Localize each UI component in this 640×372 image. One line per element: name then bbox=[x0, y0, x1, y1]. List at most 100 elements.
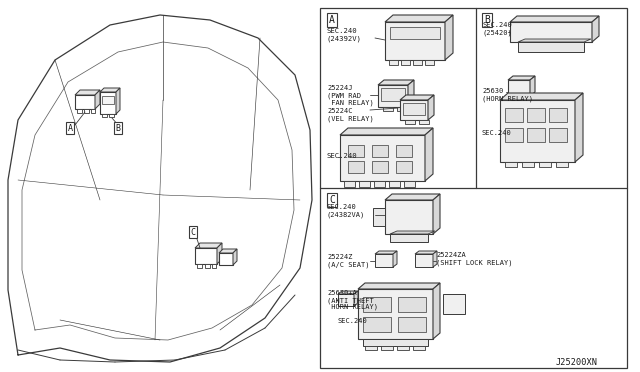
Text: B: B bbox=[484, 15, 490, 25]
Bar bbox=[75, 95, 95, 109]
Text: (ANTI THEFT: (ANTI THEFT bbox=[327, 297, 374, 304]
Bar bbox=[77, 109, 82, 113]
Text: 25224Z: 25224Z bbox=[327, 254, 353, 260]
Bar bbox=[398, 317, 426, 332]
Bar bbox=[389, 60, 398, 65]
Bar bbox=[378, 85, 408, 107]
Bar bbox=[415, 254, 433, 267]
Bar bbox=[396, 145, 412, 157]
Circle shape bbox=[445, 308, 449, 314]
Polygon shape bbox=[408, 80, 414, 107]
Polygon shape bbox=[425, 128, 433, 181]
Bar bbox=[527, 108, 545, 122]
Bar bbox=[374, 181, 385, 187]
Text: SEC.240: SEC.240 bbox=[327, 28, 358, 34]
Polygon shape bbox=[340, 128, 433, 135]
Bar bbox=[508, 80, 530, 96]
Bar bbox=[397, 107, 407, 111]
Bar bbox=[372, 161, 388, 173]
Bar bbox=[212, 264, 216, 268]
Bar bbox=[358, 289, 433, 339]
Text: (HORN RELAY): (HORN RELAY) bbox=[482, 95, 533, 102]
Bar bbox=[505, 108, 523, 122]
Polygon shape bbox=[592, 16, 599, 42]
Text: C: C bbox=[191, 228, 195, 237]
Polygon shape bbox=[508, 76, 535, 80]
Bar bbox=[84, 109, 89, 113]
Bar bbox=[389, 181, 400, 187]
Bar bbox=[381, 88, 405, 101]
Bar bbox=[100, 92, 116, 114]
Bar bbox=[443, 294, 465, 314]
Text: (25420): (25420) bbox=[483, 29, 513, 35]
Bar bbox=[505, 162, 517, 167]
Polygon shape bbox=[390, 231, 435, 234]
Text: C: C bbox=[329, 195, 335, 205]
Bar bbox=[425, 60, 434, 65]
Bar bbox=[398, 297, 426, 312]
Circle shape bbox=[445, 296, 449, 301]
Polygon shape bbox=[400, 95, 434, 100]
Polygon shape bbox=[385, 15, 453, 22]
Bar bbox=[205, 264, 210, 268]
Text: SEC.240: SEC.240 bbox=[338, 318, 368, 324]
Text: A: A bbox=[329, 15, 335, 25]
Bar bbox=[195, 248, 217, 264]
Bar bbox=[91, 109, 95, 113]
Bar bbox=[549, 108, 567, 122]
Text: HORN RELAY): HORN RELAY) bbox=[327, 304, 378, 311]
Bar bbox=[413, 346, 425, 350]
Polygon shape bbox=[116, 88, 120, 114]
Polygon shape bbox=[378, 80, 414, 85]
Polygon shape bbox=[217, 243, 222, 264]
Bar bbox=[518, 42, 584, 52]
Polygon shape bbox=[100, 88, 120, 92]
Polygon shape bbox=[445, 15, 453, 60]
Polygon shape bbox=[415, 251, 437, 254]
Polygon shape bbox=[433, 251, 437, 267]
Bar bbox=[102, 114, 107, 117]
Bar bbox=[340, 135, 425, 181]
Bar bbox=[396, 161, 412, 173]
Bar bbox=[359, 181, 370, 187]
Bar bbox=[390, 27, 440, 39]
Bar bbox=[373, 208, 385, 226]
Bar bbox=[219, 253, 233, 265]
Bar bbox=[348, 161, 364, 173]
Polygon shape bbox=[358, 283, 440, 289]
Polygon shape bbox=[354, 291, 358, 306]
Polygon shape bbox=[510, 16, 599, 22]
Bar bbox=[404, 181, 415, 187]
Bar bbox=[403, 103, 425, 115]
Bar bbox=[383, 107, 393, 111]
Polygon shape bbox=[219, 249, 237, 253]
Polygon shape bbox=[375, 251, 397, 254]
Bar bbox=[365, 346, 377, 350]
Bar bbox=[405, 120, 415, 124]
Text: 25224C: 25224C bbox=[327, 108, 353, 114]
Polygon shape bbox=[428, 95, 434, 120]
Bar bbox=[338, 294, 354, 306]
Bar bbox=[385, 22, 445, 60]
Text: FAN RELAY): FAN RELAY) bbox=[327, 99, 374, 106]
Polygon shape bbox=[95, 90, 100, 109]
Bar bbox=[397, 346, 409, 350]
Bar bbox=[363, 317, 391, 332]
Text: SEC.240: SEC.240 bbox=[327, 204, 356, 210]
Bar bbox=[375, 254, 393, 267]
Bar bbox=[505, 128, 523, 142]
Polygon shape bbox=[233, 249, 237, 265]
Polygon shape bbox=[385, 194, 440, 200]
Polygon shape bbox=[518, 39, 591, 42]
Bar bbox=[510, 22, 592, 42]
Text: SEC.240: SEC.240 bbox=[327, 153, 358, 159]
Text: SEC.240: SEC.240 bbox=[482, 130, 512, 136]
Bar bbox=[401, 60, 410, 65]
Text: 25630: 25630 bbox=[482, 88, 503, 94]
Bar bbox=[197, 264, 202, 268]
Bar bbox=[419, 120, 429, 124]
Bar bbox=[363, 339, 428, 346]
Bar bbox=[500, 100, 575, 162]
Bar bbox=[527, 128, 545, 142]
Bar bbox=[549, 128, 567, 142]
